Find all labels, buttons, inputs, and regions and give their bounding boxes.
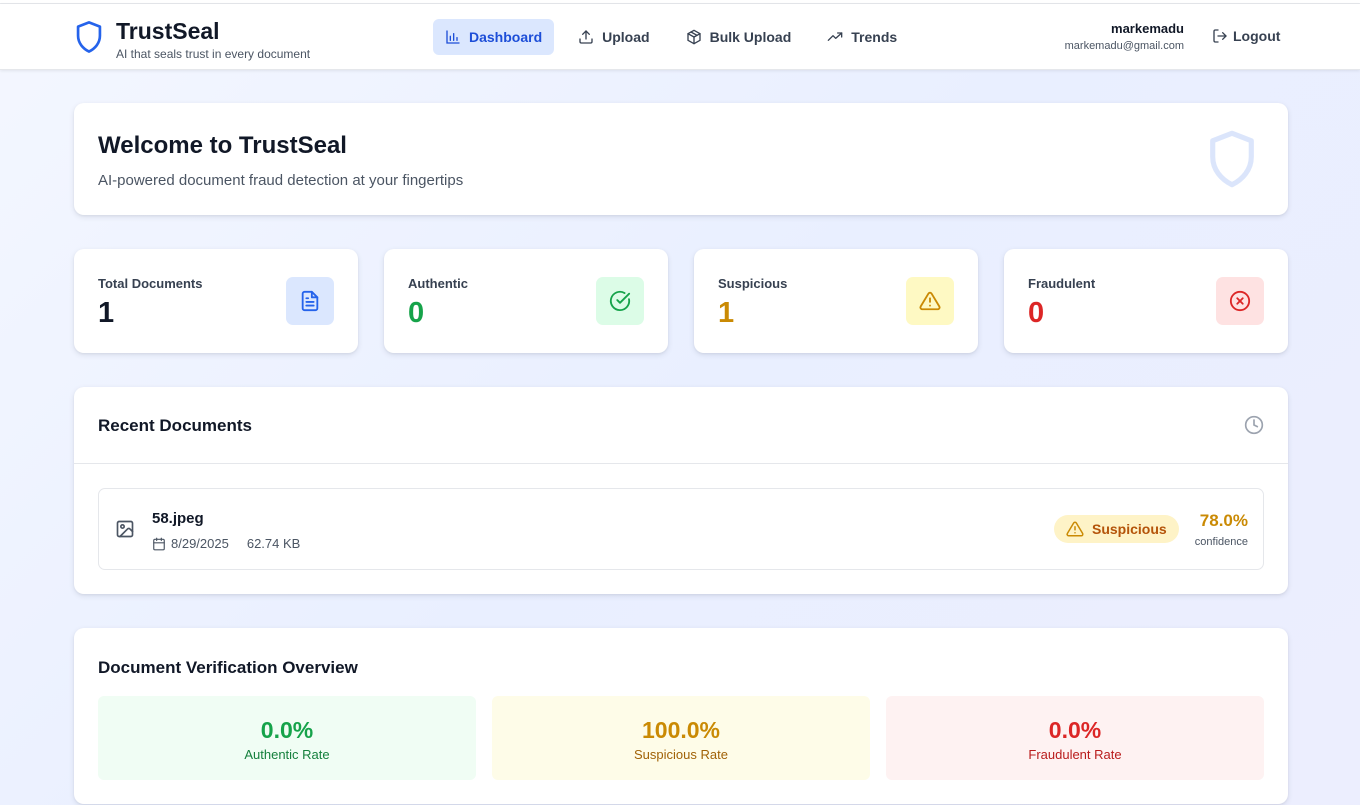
stat-suspicious: Suspicious 1 — [694, 249, 978, 353]
stat-label: Fraudulent — [1028, 276, 1096, 291]
bar-chart-icon — [446, 30, 460, 44]
verification-overview-card: Document Verification Overview 0.0% Auth… — [74, 628, 1288, 804]
rate-label: Fraudulent Rate — [1028, 747, 1122, 762]
overview-title: Document Verification Overview — [98, 658, 358, 677]
alert-triangle-icon — [1066, 521, 1084, 537]
stat-value: 1 — [98, 297, 115, 329]
document-meta: 8/29/2025 62.74 KB — [152, 536, 300, 551]
file-text-icon — [301, 290, 319, 312]
recent-documents-header: Recent Documents — [74, 387, 1288, 464]
status-badge: Suspicious — [1054, 515, 1179, 543]
welcome-title: Welcome to TrustSeal — [98, 132, 347, 159]
user-email: markemadu@gmail.com — [1064, 40, 1184, 52]
brand[interactable]: TrustSeal AI that seals trust in every d… — [74, 18, 310, 61]
package-icon — [686, 29, 701, 45]
nav-bulk-upload-label: Bulk Upload — [709, 29, 792, 45]
app-tagline: AI that seals trust in every document — [116, 47, 311, 61]
suspicious-rate-box: 100.0% Suspicious Rate — [492, 696, 870, 780]
stat-value: 1 — [718, 297, 735, 329]
user-name: markemadu — [1111, 21, 1184, 36]
logout-label: Logout — [1233, 28, 1281, 44]
document-name: 58.jpeg — [152, 510, 204, 527]
stat-total-documents: Total Documents 1 — [74, 249, 358, 353]
shield-watermark-icon — [1210, 130, 1254, 188]
rate-label: Authentic Rate — [244, 747, 330, 762]
recent-documents-title: Recent Documents — [98, 416, 252, 435]
nav-trends-label: Trends — [851, 29, 898, 45]
nav-upload-label: Upload — [602, 29, 650, 45]
nav-dashboard-label: Dashboard — [469, 29, 543, 45]
check-circle-icon — [609, 290, 631, 311]
nav-dashboard[interactable]: Dashboard — [433, 19, 555, 55]
document-row[interactable]: 58.jpeg 8/29/2025 62.74 KB Suspicious 78… — [98, 488, 1264, 570]
shield-icon — [76, 21, 102, 53]
app-title: TrustSeal — [116, 18, 220, 44]
document-date: 8/29/2025 — [171, 536, 229, 551]
logout-icon — [1213, 29, 1227, 43]
stat-icon-box — [906, 277, 954, 325]
stat-icon-box — [286, 277, 334, 325]
nav-upload[interactable]: Upload — [566, 19, 661, 55]
welcome-card: Welcome to TrustSeal AI-powered document… — [74, 103, 1288, 215]
rate-value: 100.0% — [641, 717, 720, 743]
app-header: TrustSeal AI that seals trust in every d… — [0, 4, 1360, 70]
top-border — [0, 0, 1360, 4]
stat-icon-box — [1216, 277, 1264, 325]
stat-fraudulent: Fraudulent 0 — [1004, 249, 1288, 353]
status-badge-label: Suspicious — [1092, 521, 1167, 537]
recent-documents-card: Recent Documents 58.jpeg 8/29/2025 62.74… — [74, 387, 1288, 594]
stat-authentic: Authentic 0 — [384, 249, 668, 353]
calendar-icon — [153, 537, 165, 550]
trending-up-icon — [827, 32, 843, 41]
nav-trends[interactable]: Trends — [815, 19, 909, 55]
stat-icon-box — [596, 277, 644, 325]
x-circle-icon — [1229, 290, 1251, 312]
rate-value: 0.0% — [260, 717, 314, 743]
welcome-subtitle: AI-powered document fraud detection at y… — [98, 172, 464, 189]
confidence-value: 78.0% — [1199, 511, 1248, 530]
clock-icon — [1244, 415, 1264, 435]
stat-label: Total Documents — [98, 276, 203, 291]
stat-label: Suspicious — [718, 276, 788, 291]
stat-value: 0 — [1028, 297, 1045, 329]
upload-icon — [579, 30, 593, 44]
authentic-rate-box: 0.0% Authentic Rate — [98, 696, 476, 780]
user-info: markemadu markemadu@gmail.com — [1065, 21, 1184, 52]
logout-button[interactable]: Logout — [1212, 28, 1280, 44]
alert-triangle-icon — [919, 291, 941, 311]
confidence-label: confidence — [1194, 536, 1248, 548]
rate-value: 0.0% — [1048, 717, 1102, 743]
stat-label: Authentic — [408, 276, 468, 291]
nav-bulk-upload[interactable]: Bulk Upload — [674, 19, 804, 55]
main-nav: Dashboard Upload Bulk Upload Trends — [433, 19, 921, 55]
document-size: 62.74 KB — [246, 536, 301, 551]
stat-value: 0 — [408, 297, 425, 329]
image-icon — [116, 520, 134, 538]
rate-label: Suspicious Rate — [634, 747, 728, 762]
fraudulent-rate-box: 0.0% Fraudulent Rate — [886, 696, 1264, 780]
confidence: 78.0% confidence — [1195, 511, 1248, 548]
